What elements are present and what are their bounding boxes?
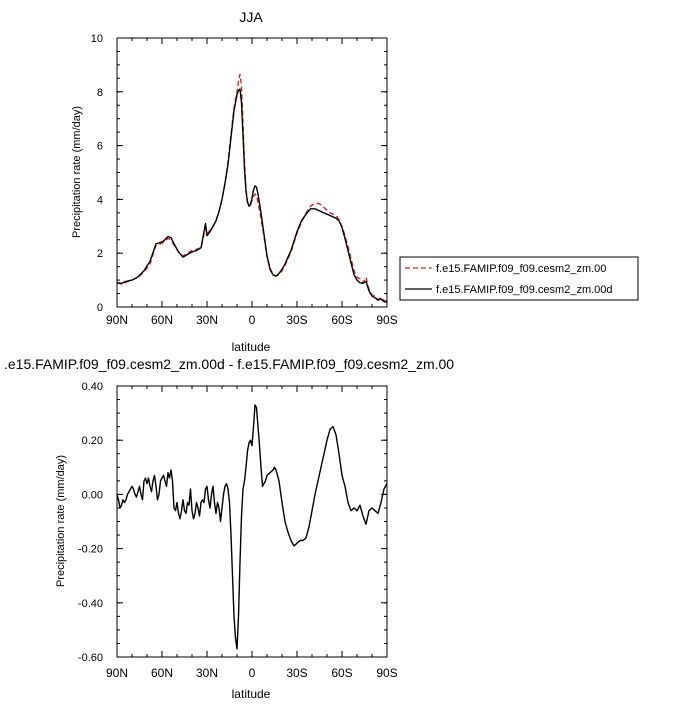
x-tick-label: 30N bbox=[196, 666, 218, 680]
legend-box bbox=[399, 256, 639, 301]
x-tick-label: 30S bbox=[286, 313, 307, 327]
y-tick-label: 0.40 bbox=[82, 381, 103, 393]
y-tick-label: 2 bbox=[97, 248, 103, 260]
x-tick-label: 60S bbox=[331, 666, 352, 680]
y-tick-label: -0.40 bbox=[78, 598, 103, 610]
x-tick-label: 90S bbox=[376, 666, 397, 680]
y-tick-label: 10 bbox=[91, 33, 103, 45]
top-x-axis-label: latitude bbox=[232, 340, 271, 354]
top-y-axis-label: Precipitation rate (mm/day) bbox=[71, 106, 83, 238]
legend-label-series-2: f.e15.FAMIP.f09_f09.cesm2_zm.00d bbox=[436, 284, 613, 296]
legend-label-series-1: f.e15.FAMIP.f09_f09.cesm2_zm.00 bbox=[436, 263, 606, 275]
x-tick-label: 30S bbox=[286, 666, 307, 680]
y-tick-label: 0.00 bbox=[82, 489, 103, 501]
bottom-chart-title: .e15.FAMIP.f09_f09.cesm2_zm.00d - f.e15.… bbox=[4, 356, 454, 372]
x-tick-label: 60N bbox=[151, 313, 173, 327]
x-tick-label: 60N bbox=[151, 666, 173, 680]
bottom-axis-ticks: 90N 60N 30N 0 30S 60S 90S -0.60 -0.40 -0.20 0.00 0.… bbox=[78, 381, 398, 680]
y-tick-label: 8 bbox=[97, 87, 103, 99]
x-tick-label: 0 bbox=[249, 313, 256, 327]
bottom-plot-frame bbox=[116, 385, 388, 658]
legend: f.e15.FAMIP.f09_f09.cesm2_zm.00 f.e15.FA… bbox=[399, 256, 639, 301]
top-axis-ticks: 90N 60N 30N 0 30S 60S 90S 0 2 4 6 8 10 bbox=[91, 33, 398, 327]
top-plot-frame bbox=[116, 37, 388, 308]
y-tick-label: 6 bbox=[97, 141, 103, 153]
x-tick-label: 90N bbox=[106, 313, 128, 327]
bottom-x-axis-label: latitude bbox=[232, 687, 271, 701]
y-tick-label: 4 bbox=[97, 194, 103, 206]
bottom-y-axis-label: Precipitation rate (mm/day) bbox=[55, 455, 67, 587]
x-tick-label: 90S bbox=[376, 313, 397, 327]
x-tick-label: 30N bbox=[196, 313, 218, 327]
x-tick-label: 0 bbox=[249, 666, 256, 680]
panel-2-series-1-line bbox=[116, 404, 388, 650]
x-tick-label: 60S bbox=[331, 313, 352, 327]
panel-1-series-2-line bbox=[116, 88, 388, 303]
y-tick-label: -0.20 bbox=[78, 544, 103, 556]
bottom-plot-area bbox=[116, 404, 388, 650]
panel-1-series-1-line bbox=[116, 73, 388, 303]
bottom-chart: .e15.FAMIP.f09_f09.cesm2_zm.00d - f.e15.… bbox=[4, 356, 454, 701]
y-tick-label: 0.20 bbox=[82, 435, 103, 447]
top-plot-area bbox=[116, 73, 388, 303]
x-tick-label: 90N bbox=[106, 666, 128, 680]
top-chart-title: JJA bbox=[239, 9, 263, 25]
y-tick-label: -0.60 bbox=[78, 652, 103, 664]
y-tick-label: 0 bbox=[97, 302, 103, 314]
